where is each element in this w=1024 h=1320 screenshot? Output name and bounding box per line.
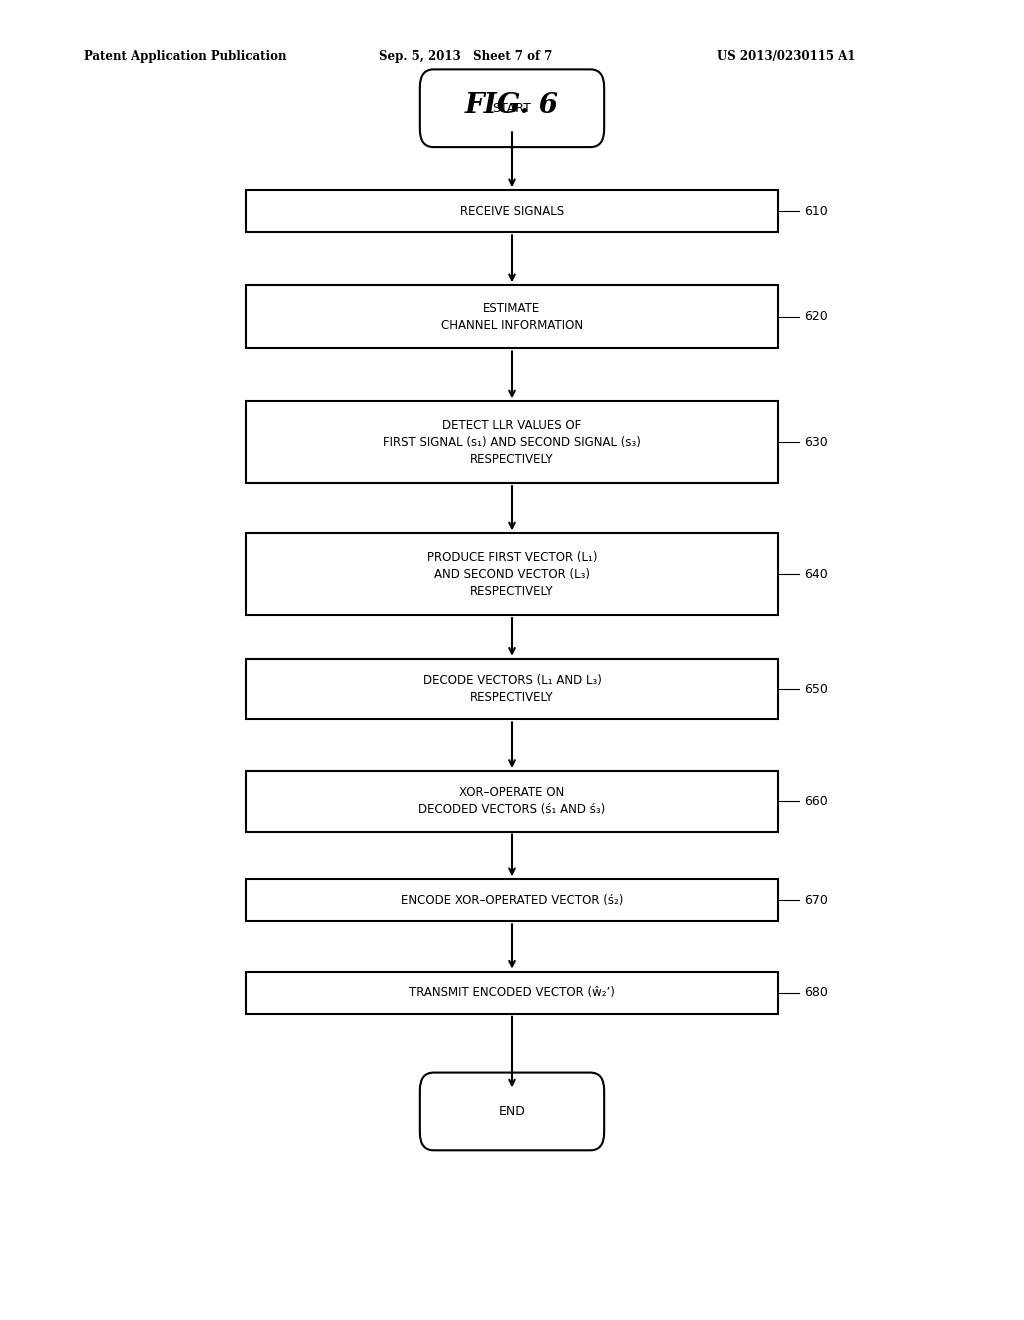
Text: 650: 650: [804, 682, 827, 696]
Text: 620: 620: [804, 310, 827, 323]
Text: FIG. 6: FIG. 6: [465, 92, 559, 119]
Text: 640: 640: [804, 568, 827, 581]
Text: US 2013/0230115 A1: US 2013/0230115 A1: [717, 50, 855, 63]
FancyBboxPatch shape: [420, 70, 604, 147]
Text: TRANSMIT ENCODED VECTOR (ŵ₂’): TRANSMIT ENCODED VECTOR (ŵ₂’): [409, 986, 615, 999]
Text: ESTIMATE
CHANNEL INFORMATION: ESTIMATE CHANNEL INFORMATION: [441, 302, 583, 331]
FancyBboxPatch shape: [246, 533, 778, 615]
FancyBboxPatch shape: [246, 401, 778, 483]
Text: 610: 610: [804, 205, 827, 218]
Text: PRODUCE FIRST VECTOR (L₁)
AND SECOND VECTOR (L₃)
RESPECTIVELY: PRODUCE FIRST VECTOR (L₁) AND SECOND VEC…: [427, 550, 597, 598]
Text: 670: 670: [804, 894, 827, 907]
FancyBboxPatch shape: [420, 1073, 604, 1150]
FancyBboxPatch shape: [246, 190, 778, 232]
FancyBboxPatch shape: [246, 972, 778, 1014]
Text: START: START: [493, 102, 531, 115]
Text: ENCODE XOR–OPERATED VECTOR (ś₂): ENCODE XOR–OPERATED VECTOR (ś₂): [400, 894, 624, 907]
Text: Patent Application Publication: Patent Application Publication: [84, 50, 287, 63]
Text: Sep. 5, 2013   Sheet 7 of 7: Sep. 5, 2013 Sheet 7 of 7: [379, 50, 552, 63]
Text: RECEIVE SIGNALS: RECEIVE SIGNALS: [460, 205, 564, 218]
Text: DETECT LLR VALUES OF
FIRST SIGNAL (s₁) AND SECOND SIGNAL (s₃)
RESPECTIVELY: DETECT LLR VALUES OF FIRST SIGNAL (s₁) A…: [383, 418, 641, 466]
Text: DECODE VECTORS (L₁ AND L₃)
RESPECTIVELY: DECODE VECTORS (L₁ AND L₃) RESPECTIVELY: [423, 675, 601, 704]
Text: 660: 660: [804, 795, 827, 808]
Text: 630: 630: [804, 436, 827, 449]
Text: 680: 680: [804, 986, 827, 999]
FancyBboxPatch shape: [246, 659, 778, 719]
FancyBboxPatch shape: [246, 285, 778, 348]
FancyBboxPatch shape: [246, 771, 778, 832]
FancyBboxPatch shape: [246, 879, 778, 921]
Text: XOR–OPERATE ON
DECODED VECTORS (ś₁ AND ś₃): XOR–OPERATE ON DECODED VECTORS (ś₁ AND ś…: [419, 787, 605, 816]
Text: END: END: [499, 1105, 525, 1118]
